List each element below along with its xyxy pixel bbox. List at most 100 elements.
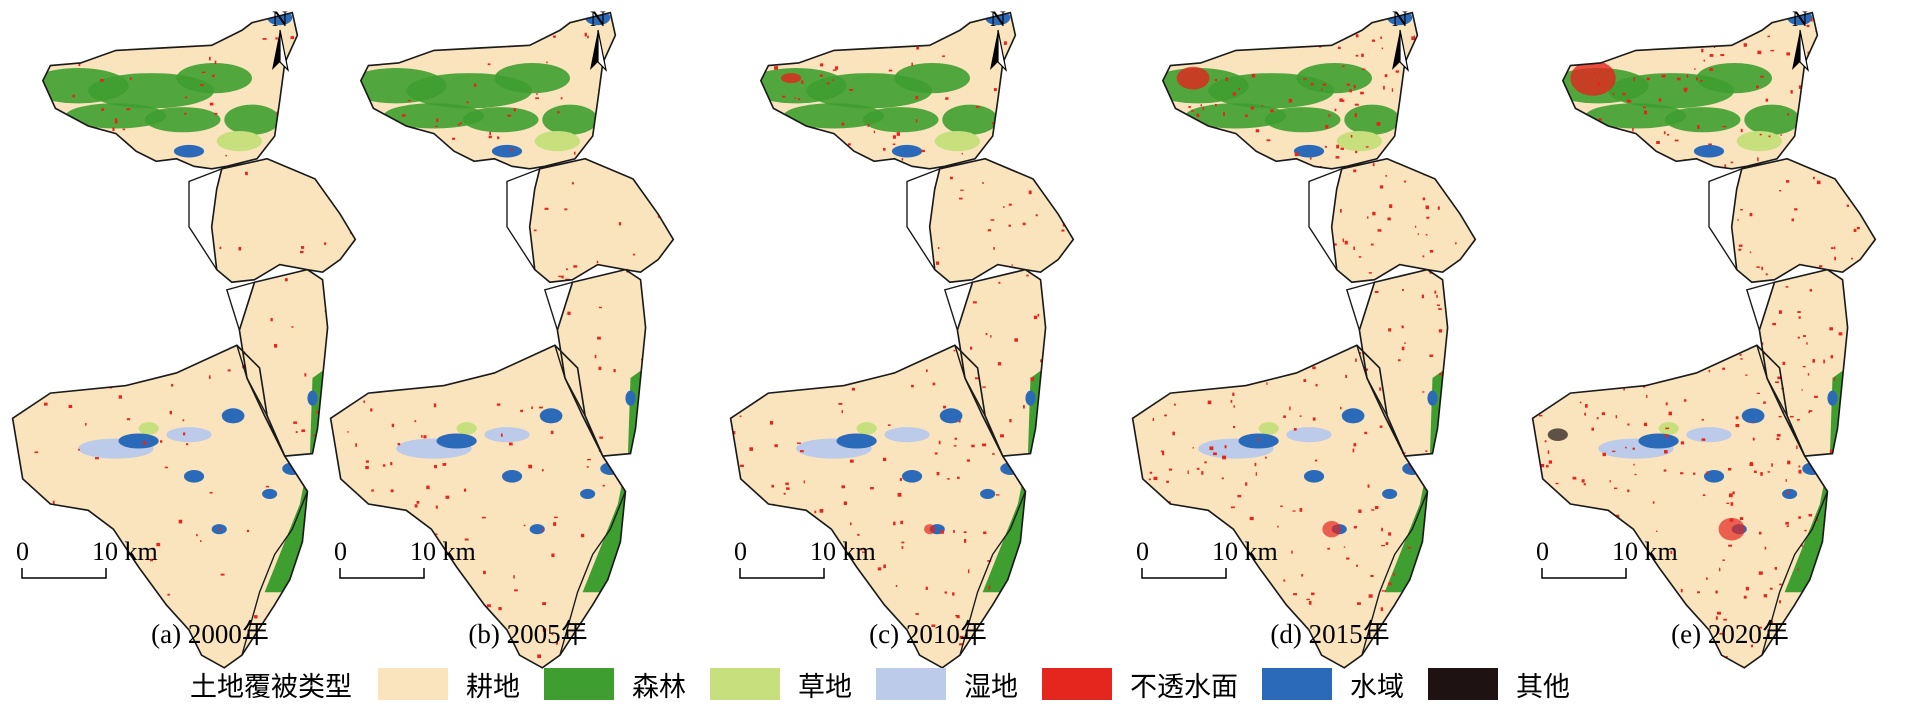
impervious-patch xyxy=(938,440,941,445)
impervious-patch xyxy=(832,69,837,71)
legend-item-water: 水域 xyxy=(1262,665,1404,704)
impervious-patch xyxy=(1185,122,1189,125)
impervious-patch xyxy=(1765,650,1769,654)
impervious-patch xyxy=(219,285,222,289)
impervious-patch xyxy=(379,114,383,118)
impervious-patch xyxy=(1156,85,1159,88)
scale-end-label: 10 km xyxy=(810,537,876,566)
impervious-patch xyxy=(737,285,742,290)
impervious-patch xyxy=(78,448,80,451)
impervious-patch xyxy=(1027,59,1031,62)
impervious-patch xyxy=(843,185,847,189)
impervious-patch xyxy=(1062,318,1067,321)
impervious-patch xyxy=(838,402,843,405)
impervious-patch xyxy=(1181,226,1185,229)
impervious-patch xyxy=(1874,265,1876,268)
impervious-patch xyxy=(1726,316,1729,320)
impervious-patch xyxy=(416,500,420,504)
impervious-patch xyxy=(826,82,830,85)
impervious-patch xyxy=(254,615,258,619)
impervious-patch xyxy=(1858,553,1862,557)
impervious-patch xyxy=(622,64,626,67)
impervious-patch xyxy=(87,148,91,152)
impervious-patch xyxy=(1702,494,1706,497)
impervious-patch xyxy=(1801,544,1803,547)
impervious-patch xyxy=(1585,404,1588,408)
impervious-patch xyxy=(1046,586,1051,590)
impervious-patch xyxy=(1165,228,1169,233)
impervious-patch xyxy=(824,348,828,351)
impervious-patch xyxy=(1299,508,1303,512)
impervious-patch xyxy=(1455,242,1457,245)
impervious-patch xyxy=(1149,633,1153,637)
impervious-patch xyxy=(1559,558,1562,560)
impervious-patch xyxy=(488,135,492,139)
impervious-patch xyxy=(1141,614,1145,618)
impervious-patch xyxy=(1536,372,1539,376)
impervious-patch xyxy=(1056,477,1059,481)
forest-patch xyxy=(1384,365,1451,593)
impervious-patch xyxy=(47,504,50,507)
impervious-patch xyxy=(1223,112,1225,116)
impervious-patch xyxy=(390,489,394,493)
impervious-patch xyxy=(871,368,874,371)
impervious-patch xyxy=(1379,425,1383,428)
impervious-patch xyxy=(317,460,321,462)
impervious-patch xyxy=(1856,226,1860,230)
impervious-patch xyxy=(1259,581,1262,584)
impervious-patch xyxy=(795,595,798,597)
impervious-patch xyxy=(1537,64,1539,67)
impervious-patch xyxy=(1587,324,1591,327)
impervious-patch xyxy=(56,191,58,193)
impervious-patch xyxy=(1162,273,1167,277)
district-boundary xyxy=(959,455,1027,656)
impervious-patch xyxy=(883,147,886,151)
impervious-patch xyxy=(1719,304,1722,308)
impervious-patch xyxy=(455,234,460,236)
impervious-patch xyxy=(617,124,621,127)
water-body xyxy=(1303,469,1325,483)
impervious-patch xyxy=(793,527,795,531)
impervious-patch xyxy=(1818,265,1823,268)
impervious-patch xyxy=(1062,194,1065,197)
impervious-patch xyxy=(1601,412,1606,416)
impervious-patch xyxy=(1158,549,1160,553)
impervious-patch xyxy=(934,452,938,455)
district-boundary xyxy=(225,281,255,331)
impervious-patch xyxy=(1551,660,1556,662)
impervious-patch xyxy=(783,583,788,585)
impervious-patch xyxy=(89,261,94,264)
impervious-patch xyxy=(911,384,914,388)
impervious-patch xyxy=(1740,209,1743,211)
impervious-patch xyxy=(955,313,959,317)
impervious-patch xyxy=(817,367,820,372)
impervious-patch xyxy=(1383,85,1385,90)
forest-patch xyxy=(144,107,221,133)
impervious-patch xyxy=(1808,513,1813,517)
impervious-patch xyxy=(448,279,452,282)
impervious-patch xyxy=(1571,275,1576,279)
scale-bar xyxy=(21,568,107,579)
impervious-patch xyxy=(1544,652,1547,656)
forest-patch xyxy=(176,63,252,94)
impervious-patch xyxy=(1684,89,1687,93)
impervious-patch xyxy=(1738,248,1742,251)
impervious-patch xyxy=(1753,470,1757,474)
water-body xyxy=(262,488,278,499)
impervious-patch xyxy=(1158,141,1162,146)
impervious-patch xyxy=(1798,516,1801,519)
impervious-patch xyxy=(1624,259,1628,262)
impervious-patch xyxy=(920,337,924,341)
impervious-patch xyxy=(1699,80,1703,82)
impervious-patch xyxy=(778,206,781,208)
impervious-patch xyxy=(797,98,801,100)
impervious-patch xyxy=(1719,567,1721,572)
urban-cluster xyxy=(781,73,802,84)
impervious-patch xyxy=(1726,17,1729,20)
impervious-patch xyxy=(657,334,660,337)
impervious-patch xyxy=(73,330,76,332)
impervious-patch xyxy=(1708,42,1712,45)
impervious-patch xyxy=(270,318,273,322)
impervious-patch xyxy=(1325,124,1329,129)
impervious-patch xyxy=(1439,372,1443,376)
